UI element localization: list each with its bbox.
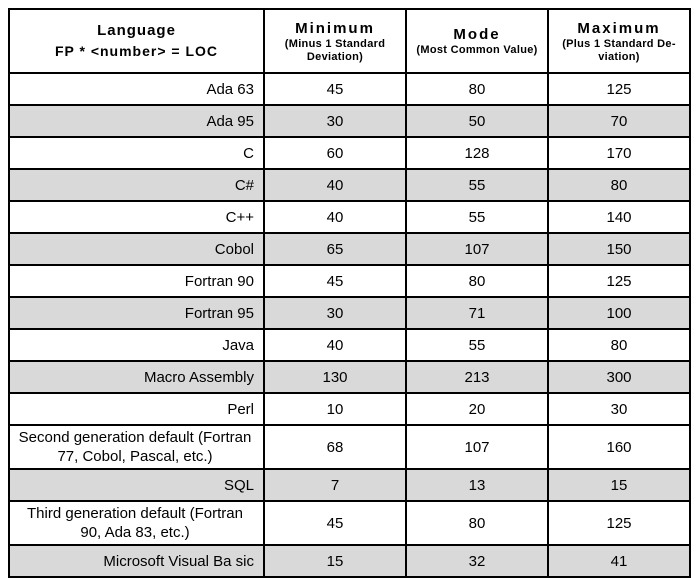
mode-cell: 20 bbox=[405, 392, 549, 426]
maximum-cell: 15 bbox=[547, 468, 691, 502]
mode-cell: 107 bbox=[405, 424, 549, 470]
mode-cell: 55 bbox=[405, 200, 549, 234]
mode-cell: 13 bbox=[405, 468, 549, 502]
minimum-cell: 40 bbox=[263, 200, 407, 234]
table-row: Third generation default (Fortran 90, Ad… bbox=[8, 500, 691, 546]
minimum-cell: 30 bbox=[263, 104, 407, 138]
maximum-cell: 80 bbox=[547, 168, 691, 202]
language-cell: Fortran 90 bbox=[8, 264, 265, 298]
table-row: C# 40 55 80 bbox=[8, 168, 691, 202]
maximum-header-title: Maximum bbox=[577, 19, 661, 37]
table-row: Ada 63 45 80 125 bbox=[8, 72, 691, 106]
table-row: Ada 95 30 50 70 bbox=[8, 104, 691, 138]
maximum-header: Maximum (Plus 1 Standard De-viation) bbox=[547, 8, 691, 74]
language-header-subtitle: FP * <number> = LOC bbox=[54, 43, 219, 59]
language-cell: SQL bbox=[8, 468, 265, 502]
maximum-cell: 80 bbox=[547, 328, 691, 362]
maximum-cell: 170 bbox=[547, 136, 691, 170]
mode-cell: 80 bbox=[405, 500, 549, 546]
language-cell: C bbox=[8, 136, 265, 170]
mode-cell: 128 bbox=[405, 136, 549, 170]
maximum-cell: 125 bbox=[547, 264, 691, 298]
language-cell: Fortran 95 bbox=[8, 296, 265, 330]
mode-header: Mode (Most Common Value) bbox=[405, 8, 549, 74]
table-row: Perl 10 20 30 bbox=[8, 392, 691, 426]
maximum-cell: 300 bbox=[547, 360, 691, 394]
maximum-cell: 70 bbox=[547, 104, 691, 138]
mode-header-title: Mode bbox=[453, 26, 501, 43]
minimum-cell: 40 bbox=[263, 328, 407, 362]
minimum-cell: 45 bbox=[263, 500, 407, 546]
language-cell: Ada 63 bbox=[8, 72, 265, 106]
maximum-cell: 125 bbox=[547, 500, 691, 546]
language-cell: Second generation default (Fortran 77, C… bbox=[8, 424, 265, 470]
maximum-cell: 100 bbox=[547, 296, 691, 330]
language-cell: C++ bbox=[8, 200, 265, 234]
table-row: C++ 40 55 140 bbox=[8, 200, 691, 234]
minimum-cell: 15 bbox=[263, 544, 407, 578]
minimum-cell: 60 bbox=[263, 136, 407, 170]
minimum-header-subtitle: (Minus 1 Standard Deviation) bbox=[284, 37, 386, 63]
header-row: Language FP * <number> = LOC Minimum (Mi… bbox=[8, 8, 691, 74]
language-header: Language FP * <number> = LOC bbox=[8, 8, 265, 74]
maximum-cell: 140 bbox=[547, 200, 691, 234]
minimum-cell: 65 bbox=[263, 232, 407, 266]
mode-cell: 55 bbox=[405, 328, 549, 362]
table-header: Language FP * <number> = LOC Minimum (Mi… bbox=[8, 8, 691, 74]
mode-cell: 213 bbox=[405, 360, 549, 394]
language-cell: Ada 95 bbox=[8, 104, 265, 138]
mode-cell: 107 bbox=[405, 232, 549, 266]
table-row: SQL 7 13 15 bbox=[8, 468, 691, 502]
language-cell: Perl bbox=[8, 392, 265, 426]
minimum-cell: 45 bbox=[263, 72, 407, 106]
minimum-cell: 45 bbox=[263, 264, 407, 298]
maximum-header-subtitle: (Plus 1 Standard De-viation) bbox=[562, 37, 676, 63]
language-cell: Microsoft Visual Ba sic bbox=[8, 544, 265, 578]
minimum-cell: 7 bbox=[263, 468, 407, 502]
table-row: Second generation default (Fortran 77, C… bbox=[8, 424, 691, 470]
language-header-title: Language bbox=[97, 22, 176, 39]
minimum-header: Minimum (Minus 1 Standard Deviation) bbox=[263, 8, 407, 74]
minimum-cell: 130 bbox=[263, 360, 407, 394]
maximum-cell: 30 bbox=[547, 392, 691, 426]
fp-loc-conversion-table: Language FP * <number> = LOC Minimum (Mi… bbox=[8, 8, 691, 578]
mode-header-subtitle: (Most Common Value) bbox=[416, 44, 538, 56]
maximum-cell: 150 bbox=[547, 232, 691, 266]
table-body: Ada 63 45 80 125 Ada 95 30 50 70 C 60 12… bbox=[8, 72, 691, 578]
mode-cell: 50 bbox=[405, 104, 549, 138]
minimum-cell: 40 bbox=[263, 168, 407, 202]
mode-cell: 80 bbox=[405, 264, 549, 298]
language-cell: Cobol bbox=[8, 232, 265, 266]
table-row: Fortran 95 30 71 100 bbox=[8, 296, 691, 330]
table-row: Fortran 90 45 80 125 bbox=[8, 264, 691, 298]
table-row: Cobol 65 107 150 bbox=[8, 232, 691, 266]
maximum-cell: 160 bbox=[547, 424, 691, 470]
language-cell: Third generation default (Fortran 90, Ad… bbox=[8, 500, 265, 546]
maximum-cell: 125 bbox=[547, 72, 691, 106]
mode-cell: 80 bbox=[405, 72, 549, 106]
table-row: Microsoft Visual Ba sic 15 32 41 bbox=[8, 544, 691, 578]
fp-loc-conversion-table-wrap: Language FP * <number> = LOC Minimum (Mi… bbox=[8, 8, 691, 578]
minimum-header-title: Minimum bbox=[295, 19, 375, 37]
table-row: Java 40 55 80 bbox=[8, 328, 691, 362]
mode-cell: 71 bbox=[405, 296, 549, 330]
table-row: Macro Assembly 130 213 300 bbox=[8, 360, 691, 394]
language-cell: C# bbox=[8, 168, 265, 202]
minimum-cell: 10 bbox=[263, 392, 407, 426]
mode-cell: 32 bbox=[405, 544, 549, 578]
minimum-cell: 68 bbox=[263, 424, 407, 470]
maximum-cell: 41 bbox=[547, 544, 691, 578]
minimum-cell: 30 bbox=[263, 296, 407, 330]
language-cell: Macro Assembly bbox=[8, 360, 265, 394]
mode-cell: 55 bbox=[405, 168, 549, 202]
language-cell: Java bbox=[8, 328, 265, 362]
table-row: C 60 128 170 bbox=[8, 136, 691, 170]
